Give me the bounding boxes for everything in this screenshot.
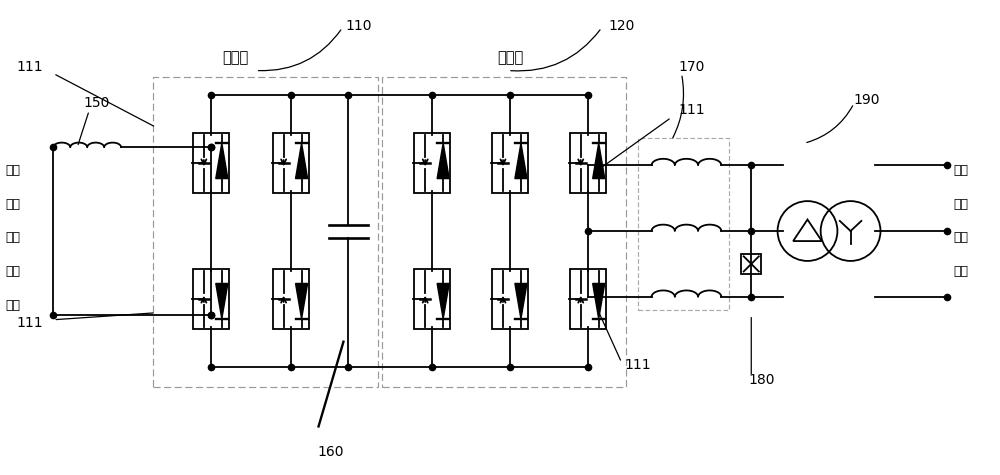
Polygon shape — [593, 284, 605, 319]
Text: 单向: 单向 — [5, 198, 20, 210]
Text: 逆变器: 逆变器 — [497, 50, 523, 65]
Polygon shape — [437, 143, 449, 179]
Bar — [382, 77, 626, 387]
Bar — [492, 133, 528, 193]
Bar — [414, 269, 450, 329]
Bar — [570, 133, 606, 193]
Bar — [414, 133, 450, 193]
Bar — [638, 138, 729, 310]
Bar — [273, 133, 309, 193]
Bar — [492, 269, 528, 329]
Text: 电源: 电源 — [5, 299, 20, 312]
Text: 160: 160 — [317, 446, 344, 459]
Text: 111: 111 — [16, 60, 43, 75]
Bar — [741, 254, 761, 274]
Text: 111: 111 — [678, 104, 705, 117]
Polygon shape — [515, 143, 527, 179]
Text: 180: 180 — [748, 372, 774, 387]
Polygon shape — [296, 284, 308, 319]
Polygon shape — [593, 143, 605, 179]
Bar — [193, 269, 229, 329]
Text: 190: 190 — [854, 94, 880, 107]
Text: 整流器: 整流器 — [223, 50, 249, 65]
Text: 111: 111 — [16, 316, 43, 330]
Text: 交流: 交流 — [5, 231, 20, 245]
Polygon shape — [515, 284, 527, 319]
Polygon shape — [437, 284, 449, 319]
Text: 150: 150 — [83, 96, 109, 110]
Polygon shape — [216, 143, 228, 179]
Text: 111: 111 — [624, 358, 651, 371]
Text: 120: 120 — [608, 19, 635, 33]
Text: 输出: 输出 — [954, 164, 969, 177]
Text: 三相: 三相 — [954, 198, 969, 210]
Bar — [153, 77, 378, 387]
Text: 110: 110 — [345, 19, 372, 33]
Text: 交流: 交流 — [954, 231, 969, 245]
Bar — [570, 269, 606, 329]
Polygon shape — [296, 143, 308, 179]
Text: 电压: 电压 — [5, 266, 20, 278]
Text: 电压: 电压 — [954, 266, 969, 278]
Text: 170: 170 — [678, 60, 705, 75]
Bar — [273, 269, 309, 329]
Polygon shape — [216, 284, 228, 319]
Polygon shape — [825, 201, 833, 261]
Text: 接入: 接入 — [5, 164, 20, 177]
Bar — [193, 133, 229, 193]
